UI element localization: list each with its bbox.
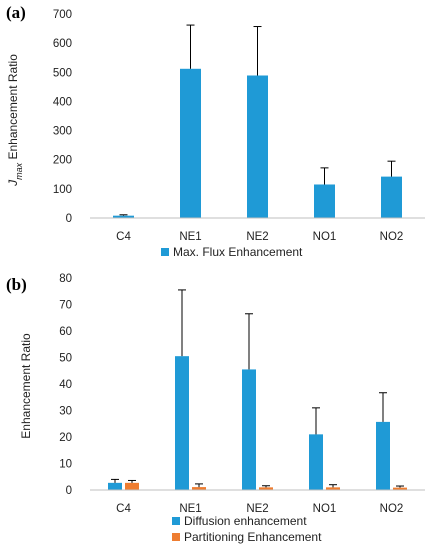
legend-swatch-diffusion [172, 517, 180, 525]
panel-a-bars [113, 68, 402, 219]
panel-b-bar-diffusion-enhancement-c4 [108, 482, 122, 490]
panel-b-error-partitioning-enhancement-no1 [329, 484, 337, 488]
panel-a-ytick-700: 700 [53, 9, 72, 21]
panel-a-category-ne1: NE1 [179, 231, 201, 243]
legend-swatch-max-flux [161, 248, 169, 256]
panel-a-ytick-300: 300 [53, 126, 72, 138]
panel-b-bar-partitioning-enhancement-no2 [393, 487, 407, 490]
legend-label-diffusion: Diffusion enhancement [184, 514, 307, 528]
panel-b-y-axis-label: Enhancement Ratio [19, 333, 33, 439]
panel-a-error-max-flux-enhancement-ne2 [253, 26, 262, 76]
panel-a-category-c4: C4 [116, 231, 131, 243]
panel-a-error-max-flux-enhancement-no2 [387, 160, 396, 177]
panel-b-bars [108, 356, 407, 490]
legend-label-max-flux: Max. Flux Enhancement [173, 245, 303, 259]
panel-b: (b) Enhancement Ratio 01020304050607080 … [6, 273, 425, 544]
panel-b-error-diffusion-enhancement-c4 [111, 478, 119, 483]
panel-a-y-axis-label: Jmax Enhancement Ratio [6, 54, 24, 187]
panel-a-bar-max-flux-enhancement-c4 [113, 215, 134, 218]
panel-a-y-ticks: 0 100 200 300 400 500 600 700 [53, 9, 72, 225]
panel-b-bar-diffusion-enhancement-ne2 [242, 369, 256, 490]
panel-a-error-max-flux-enhancement-no1 [320, 167, 329, 185]
panel-b-bar-partitioning-enhancement-no1 [326, 487, 340, 490]
panel-b-legend: Diffusion enhancement Partitioning Enhan… [172, 514, 322, 544]
panel-b-ytick-20: 20 [59, 432, 72, 444]
panel-a-category-no2: NO2 [380, 231, 404, 243]
panel-b-category-no2: NO2 [380, 503, 404, 515]
panel-a-categories: C4 NE1 NE2 NO1 NO2 [116, 231, 403, 243]
panel-a-ytick-200: 200 [53, 155, 72, 167]
panel-b-category-no1: NO1 [313, 503, 337, 515]
panel-b-error-diffusion-enhancement-no2 [379, 392, 387, 422]
panel-a-y-axis-label-rest: Enhancement Ratio [6, 54, 20, 163]
panel-a-ytick-500: 500 [53, 67, 72, 79]
panel-b-error-bars [111, 289, 404, 488]
panel-b-category-ne2: NE2 [246, 503, 268, 515]
panel-b-ytick-50: 50 [59, 353, 72, 365]
panel-a-y-axis-label-sub: max [14, 162, 24, 180]
panel-b-category-c4: C4 [116, 503, 131, 515]
panel-b-error-diffusion-enhancement-no1 [312, 407, 320, 435]
panel-a-bar-max-flux-enhancement-ne2 [247, 75, 268, 219]
panel-a-y-axis-label-main: J [6, 179, 20, 187]
panel-b-bar-diffusion-enhancement-no1 [309, 434, 323, 490]
legend-swatch-partitioning [172, 533, 180, 541]
panel-b-bar-partitioning-enhancement-ne1 [192, 487, 206, 490]
panel-a-category-no1: NO1 [313, 231, 337, 243]
panel-b-ytick-30: 30 [59, 406, 72, 418]
panel-b-ytick-60: 60 [59, 326, 72, 338]
panel-a-error-max-flux-enhancement-c4 [119, 214, 128, 216]
panel-a-bar-max-flux-enhancement-ne1 [180, 68, 201, 218]
panel-a-ytick-0: 0 [66, 213, 72, 225]
panel-b-y-ticks: 0 10 20 30 40 50 60 70 80 [59, 273, 72, 497]
panel-a-bar-max-flux-enhancement-no1 [314, 184, 335, 218]
panel-a-ytick-100: 100 [53, 184, 72, 196]
panel-b-ytick-80: 80 [59, 273, 72, 285]
panel-a: (a) Jmax Enhancement Ratio 0 100 200 300 400… [6, 3, 425, 259]
panel-b-category-ne1: NE1 [179, 503, 201, 515]
panel-a-category-ne2: NE2 [246, 231, 268, 243]
panel-b-bar-partitioning-enhancement-c4 [125, 482, 139, 490]
panel-b-categories: C4 NE1 NE2 NO1 NO2 [116, 503, 403, 515]
panel-b-error-partitioning-enhancement-c4 [128, 479, 136, 483]
panel-a-label: (a) [6, 3, 26, 22]
panel-b-ytick-10: 10 [59, 459, 72, 471]
legend-label-partitioning: Partitioning Enhancement [184, 530, 322, 544]
panel-b-bar-diffusion-enhancement-no2 [376, 421, 390, 490]
panel-a-ytick-400: 400 [53, 96, 72, 108]
panel-b-error-partitioning-enhancement-ne2 [262, 485, 270, 488]
panel-b-label: (b) [6, 275, 27, 294]
panel-b-error-partitioning-enhancement-no2 [396, 485, 404, 488]
panel-b-error-partitioning-enhancement-ne1 [195, 483, 203, 488]
panel-b-ytick-40: 40 [59, 379, 72, 391]
panel-a-error-bars [119, 24, 396, 216]
panel-a-error-max-flux-enhancement-ne1 [186, 24, 195, 69]
panel-b-ytick-70: 70 [59, 300, 72, 312]
panel-b-error-diffusion-enhancement-ne1 [178, 289, 186, 357]
panel-b-ytick-0: 0 [66, 485, 72, 497]
panel-a-ytick-600: 600 [53, 38, 72, 50]
panel-b-bar-diffusion-enhancement-ne1 [175, 356, 189, 490]
panel-b-bar-partitioning-enhancement-ne2 [259, 487, 273, 490]
panel-b-error-diffusion-enhancement-ne2 [245, 313, 253, 370]
panel-a-legend: Max. Flux Enhancement [161, 245, 303, 259]
panel-a-bar-max-flux-enhancement-no2 [381, 176, 402, 218]
